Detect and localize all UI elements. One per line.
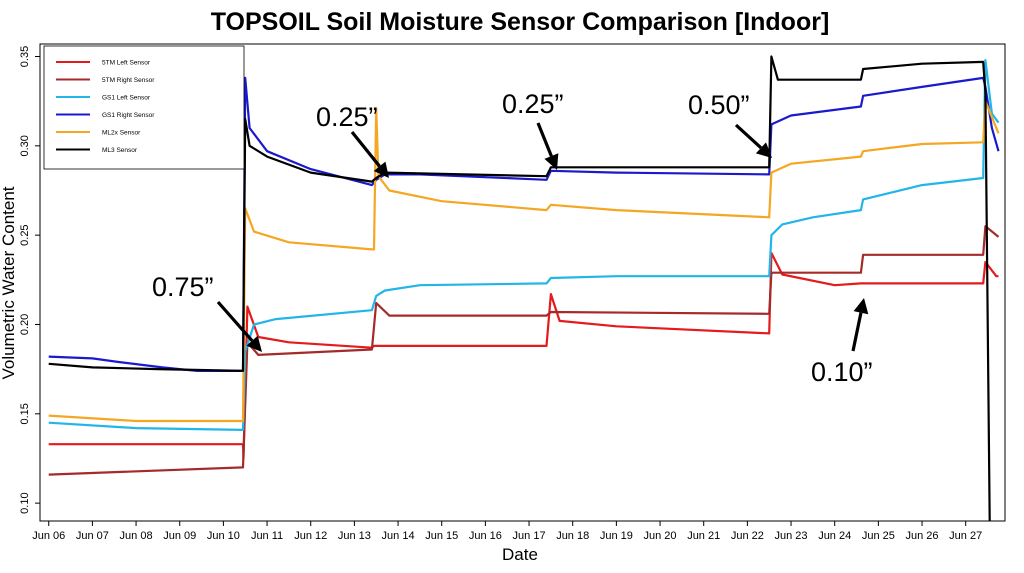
legend-label: GS1 Right Sensor [102,112,155,119]
y-tick-label: 0.15 [19,403,31,424]
x-tick-label: Jun 20 [644,530,677,542]
annotation-arrow-head [246,335,262,352]
y-axis-title: Volumetric Water Content [0,186,18,379]
x-tick-label: Jun 09 [163,530,196,542]
annotation-arrow-shaft [734,123,763,150]
y-tick-label: 0.35 [19,46,31,67]
axes: Jun 06 Jun 07 Jun 08 Jun 09 Jun 10 Jun 11 Jun … [19,46,982,542]
series-line [48,100,1000,423]
x-tick-label: Jun 23 [775,530,808,542]
x-tick-label: Jun 26 [906,530,939,542]
annotation-label: 0.10” [811,357,873,387]
y-tick-label: 0.10 [19,492,31,513]
plot-frame [39,43,1006,522]
x-tick-label: Jun 14 [382,530,415,542]
x-tick-label: Jun 08 [120,530,153,542]
annotation-arrow-head [755,142,772,158]
x-tick-label: Jun 06 [32,530,65,542]
x-tick-label: Jun 15 [425,530,458,542]
x-tick-label: Jun 24 [818,530,851,542]
x-tick-label: Jun 19 [600,530,633,542]
legend-label: ML3 Sensor [102,147,138,154]
annotation-label: 0.25” [316,102,378,132]
series-line [48,55,991,522]
series-line [48,251,999,460]
x-tick-label: Jun 22 [731,530,764,542]
annotation-label: 0.50” [688,90,750,120]
annotation-arrow-shaft [350,130,381,168]
annotation-arrow-shaft [536,122,553,157]
annotation-arrow-head [853,298,869,315]
annotation-arrow-shaft [851,312,863,352]
annotation-arrow-shaft [216,300,254,342]
series-line [48,225,1000,476]
annotation-label: 0.25” [502,89,564,119]
series-layer [48,55,1000,522]
x-tick-label: Jun 17 [513,530,546,542]
annotations: 0.75” 0.25” 0.25” 0.50” 0.10” [152,89,873,387]
annotation-arrow-head [544,153,559,170]
x-tick-label: Jun 11 [251,530,283,542]
legend-label: 5TM Left Sensor [102,60,151,67]
legend-label: ML2x Sensor [102,130,141,137]
legend-label: GS1 Left Sensor [102,95,151,102]
y-tick-label: 0.30 [19,135,31,156]
x-tick-label: Jun 07 [76,530,109,542]
x-tick-label: Jun 27 [949,530,982,542]
chart-title: TOPSOIL Soil Moisture Sensor Comparison … [211,8,830,36]
legend: 5TM Left Sensor 5TM Right Sensor GS1 Left … [43,45,245,170]
x-axis-title: Date [502,545,538,564]
x-tick-label: Jun 13 [338,530,371,542]
annotation-label: 0.75” [152,272,214,302]
x-tick-label: Jun 16 [469,530,502,542]
y-tick-label: 0.25 [19,224,31,245]
legend-label: 5TM Right Sensor [102,77,155,84]
x-tick-label: Jun 10 [207,530,240,542]
x-tick-label: Jun 21 [687,530,720,542]
x-tick-label: Jun 25 [862,530,895,542]
y-tick-label: 0.20 [19,314,31,335]
series-line [48,59,1000,431]
x-tick-label: Jun 12 [294,530,327,542]
annotation-arrow-head [373,161,389,178]
x-tick-label: Jun 18 [556,530,589,542]
